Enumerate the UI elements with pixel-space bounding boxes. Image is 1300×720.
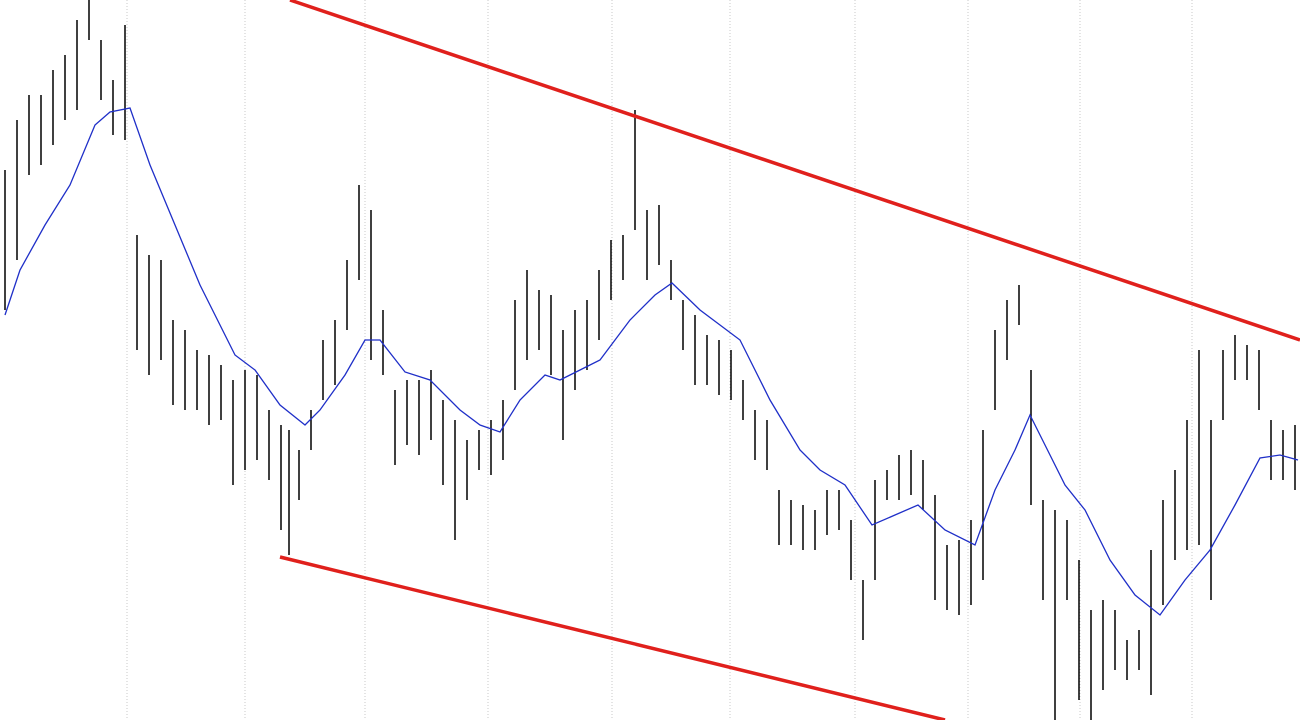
moving-average xyxy=(4,107,1299,616)
trendline xyxy=(289,0,1300,342)
trendline xyxy=(279,555,946,720)
